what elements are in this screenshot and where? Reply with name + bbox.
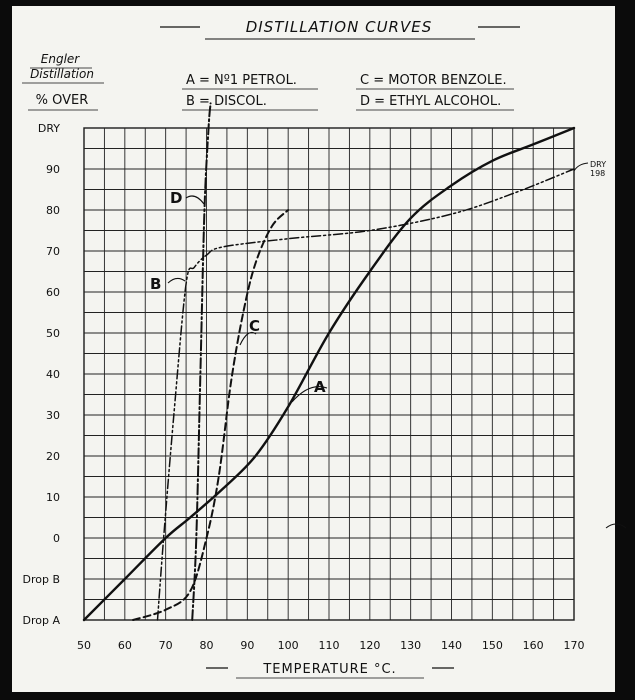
- side-heading-engler: Engler: [41, 52, 81, 66]
- dry-note-2: 198: [590, 169, 605, 178]
- series-line-b: [156, 168, 575, 621]
- x-tick-label: 160: [523, 639, 544, 652]
- series-line-a: [82, 126, 576, 622]
- paper-mark: [605, 523, 627, 529]
- grid: [83, 127, 575, 621]
- series-label-d: D: [170, 189, 182, 207]
- legend-d: D = ETHYL ALCOHOL.: [360, 94, 501, 109]
- y-tick-label: 0: [53, 532, 60, 545]
- series-lines: [82, 102, 576, 622]
- series-leader-a: [291, 386, 328, 403]
- y-tick-label: Drop A: [23, 614, 61, 627]
- legend-a: A = Nº1 PETROL.: [186, 73, 297, 88]
- series-leader-b: [167, 277, 186, 284]
- x-tick-label: 90: [240, 639, 254, 652]
- series-leader-c: [239, 331, 257, 346]
- y-tick-label: 90: [46, 163, 60, 176]
- x-axis-ticks: 50 60 70 80 90 100 110 120 130 140 150 160 170: [77, 639, 585, 652]
- x-tick-label: 150: [482, 639, 503, 652]
- x-tick-label: 120: [359, 639, 380, 652]
- side-heading-percent-over: % OVER: [36, 93, 89, 108]
- dry-note-leader: [573, 162, 589, 172]
- y-tick-label: 50: [46, 327, 60, 340]
- chart-title: DISTILLATION CURVES: [246, 18, 432, 36]
- x-tick-label: 70: [159, 639, 173, 652]
- y-tick-label: 10: [46, 491, 60, 504]
- x-tick-label: 140: [441, 639, 462, 652]
- paper-background: [12, 6, 615, 692]
- x-tick-label: 80: [200, 639, 214, 652]
- y-tick-label: Drop B: [22, 573, 60, 586]
- y-tick-label: DRY: [38, 122, 60, 135]
- y-tick-label: 80: [46, 204, 60, 217]
- x-tick-label: 50: [77, 639, 91, 652]
- series-line-c: [132, 209, 290, 621]
- x-tick-label: 60: [118, 639, 132, 652]
- series-leader-d: [185, 195, 205, 205]
- series-label-b: B: [150, 275, 161, 293]
- y-tick-label: 20: [46, 450, 60, 463]
- y-tick-label: 30: [46, 409, 60, 422]
- side-heading-distillation: Distillation: [30, 67, 94, 81]
- x-tick-label: 170: [564, 639, 585, 652]
- x-axis-title: TEMPERATURE °C.: [262, 662, 396, 677]
- series-label-c: C: [249, 317, 260, 335]
- y-tick-label: 60: [46, 286, 60, 299]
- y-tick-label: 40: [46, 368, 60, 381]
- x-tick-label: 110: [319, 639, 340, 652]
- y-axis-ticks: Drop A Drop B 0 10 20 30 40 50 60 70 80 90 DRY: [22, 122, 60, 627]
- dry-note-1: DRY: [590, 160, 606, 169]
- x-tick-label: 130: [400, 639, 421, 652]
- y-tick-label: 70: [46, 245, 60, 258]
- x-tick-label: 100: [278, 639, 299, 652]
- legend-b: B = DISCOL.: [186, 94, 267, 109]
- legend-c: C = MOTOR BENZOLE.: [360, 73, 507, 88]
- series-line-d: [191, 102, 212, 621]
